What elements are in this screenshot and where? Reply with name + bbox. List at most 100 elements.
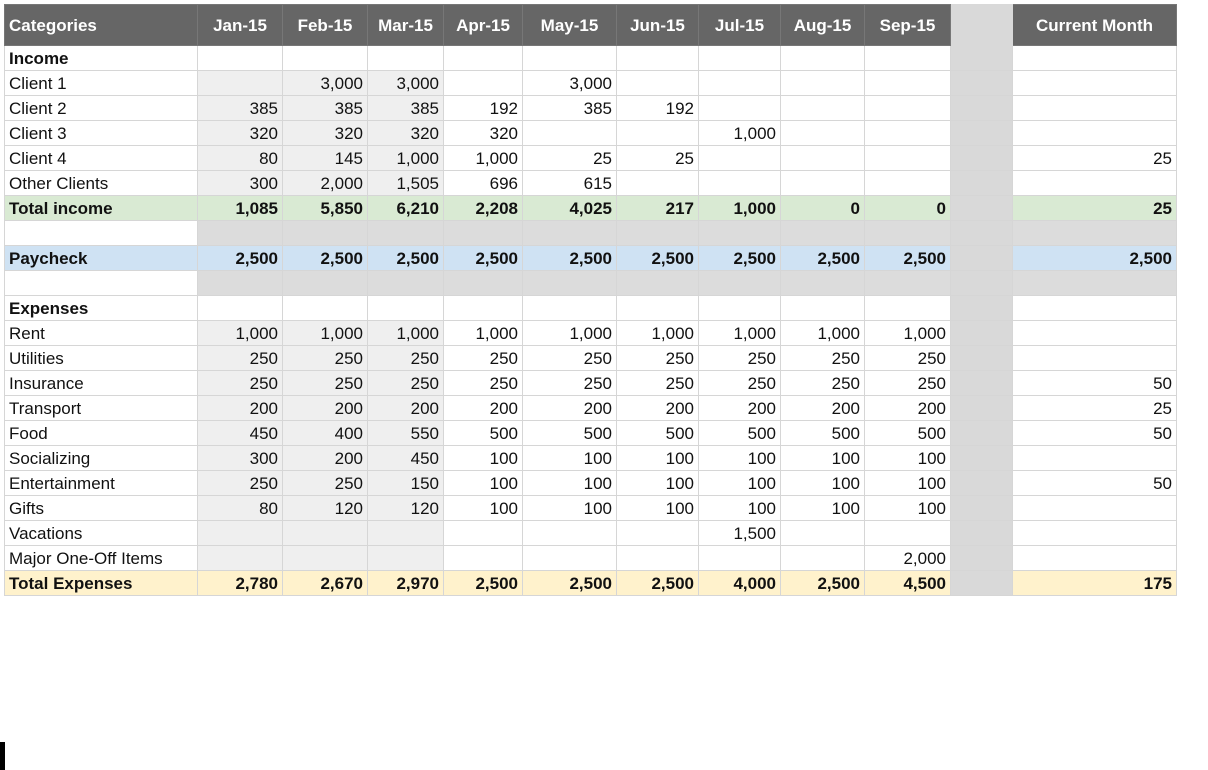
value-cell[interactable]: 385 bbox=[522, 95, 617, 121]
value-cell[interactable]: 100 bbox=[616, 445, 699, 471]
value-cell[interactable]: 250 bbox=[522, 370, 617, 396]
value-cell[interactable] bbox=[780, 95, 865, 121]
value-cell[interactable]: 200 bbox=[282, 395, 368, 421]
column-header-jun[interactable]: Jun-15 bbox=[616, 4, 699, 46]
value-cell[interactable] bbox=[197, 70, 283, 96]
value-cell[interactable] bbox=[522, 120, 617, 146]
column-header-jul[interactable]: Jul-15 bbox=[698, 4, 781, 46]
value-cell[interactable] bbox=[698, 95, 781, 121]
value-cell[interactable] bbox=[616, 295, 699, 321]
column-header-aug[interactable]: Aug-15 bbox=[780, 4, 865, 46]
value-cell[interactable] bbox=[616, 545, 699, 571]
current-month-cell[interactable] bbox=[1012, 520, 1177, 546]
value-cell[interactable] bbox=[780, 45, 865, 71]
value-cell[interactable] bbox=[522, 520, 617, 546]
value-cell[interactable] bbox=[616, 45, 699, 71]
value-cell[interactable] bbox=[443, 220, 523, 246]
value-cell[interactable]: 250 bbox=[698, 345, 781, 371]
value-cell[interactable]: 2,500 bbox=[698, 245, 781, 271]
value-cell[interactable] bbox=[522, 545, 617, 571]
row-label-cell[interactable]: Client 3 bbox=[4, 120, 198, 146]
value-cell[interactable] bbox=[443, 45, 523, 71]
value-cell[interactable]: 500 bbox=[443, 420, 523, 446]
value-cell[interactable]: 300 bbox=[197, 445, 283, 471]
value-cell[interactable]: 320 bbox=[443, 120, 523, 146]
row-label-cell[interactable]: Insurance bbox=[4, 370, 198, 396]
value-cell[interactable]: 100 bbox=[698, 445, 781, 471]
value-cell[interactable]: 5,850 bbox=[282, 195, 368, 221]
value-cell[interactable] bbox=[864, 120, 951, 146]
value-cell[interactable]: 1,000 bbox=[698, 120, 781, 146]
value-cell[interactable]: 100 bbox=[698, 495, 781, 521]
row-label-cell[interactable]: Expenses bbox=[4, 295, 198, 321]
value-cell[interactable]: 385 bbox=[282, 95, 368, 121]
value-cell[interactable] bbox=[282, 295, 368, 321]
value-cell[interactable]: 696 bbox=[443, 170, 523, 196]
current-month-cell[interactable]: 50 bbox=[1012, 370, 1177, 396]
value-cell[interactable]: 0 bbox=[864, 195, 951, 221]
value-cell[interactable]: 100 bbox=[698, 470, 781, 496]
current-month-cell[interactable] bbox=[1012, 120, 1177, 146]
value-cell[interactable]: 250 bbox=[282, 470, 368, 496]
value-cell[interactable] bbox=[367, 545, 444, 571]
value-cell[interactable]: 3,000 bbox=[367, 70, 444, 96]
row-label-cell[interactable]: Vacations bbox=[4, 520, 198, 546]
value-cell[interactable] bbox=[616, 270, 699, 296]
value-cell[interactable] bbox=[864, 220, 951, 246]
value-cell[interactable]: 120 bbox=[367, 495, 444, 521]
row-label-cell[interactable] bbox=[4, 270, 198, 296]
value-cell[interactable] bbox=[443, 545, 523, 571]
row-label-cell[interactable]: Client 2 bbox=[4, 95, 198, 121]
value-cell[interactable]: 2,670 bbox=[282, 570, 368, 596]
value-cell[interactable] bbox=[443, 520, 523, 546]
value-cell[interactable] bbox=[698, 170, 781, 196]
current-month-cell[interactable] bbox=[1012, 545, 1177, 571]
value-cell[interactable] bbox=[780, 70, 865, 96]
value-cell[interactable]: 250 bbox=[443, 370, 523, 396]
value-cell[interactable]: 250 bbox=[197, 470, 283, 496]
column-header-current-month[interactable]: Current Month bbox=[1012, 4, 1177, 46]
value-cell[interactable] bbox=[197, 45, 283, 71]
value-cell[interactable]: 100 bbox=[864, 445, 951, 471]
value-cell[interactable]: 100 bbox=[780, 495, 865, 521]
value-cell[interactable]: 500 bbox=[698, 420, 781, 446]
value-cell[interactable]: 1,000 bbox=[864, 320, 951, 346]
value-cell[interactable]: 4,000 bbox=[698, 570, 781, 596]
value-cell[interactable] bbox=[367, 520, 444, 546]
value-cell[interactable] bbox=[780, 545, 865, 571]
value-cell[interactable] bbox=[197, 270, 283, 296]
value-cell[interactable]: 25 bbox=[616, 145, 699, 171]
value-cell[interactable]: 385 bbox=[367, 95, 444, 121]
value-cell[interactable]: 192 bbox=[443, 95, 523, 121]
value-cell[interactable]: 1,000 bbox=[780, 320, 865, 346]
column-header-mar[interactable]: Mar-15 bbox=[367, 4, 444, 46]
value-cell[interactable]: 192 bbox=[616, 95, 699, 121]
value-cell[interactable]: 150 bbox=[367, 470, 444, 496]
current-month-cell[interactable] bbox=[1012, 270, 1177, 296]
current-month-cell[interactable] bbox=[1012, 220, 1177, 246]
value-cell[interactable] bbox=[197, 220, 283, 246]
value-cell[interactable]: 2,500 bbox=[197, 245, 283, 271]
value-cell[interactable] bbox=[698, 45, 781, 71]
value-cell[interactable]: 100 bbox=[780, 445, 865, 471]
value-cell[interactable]: 1,000 bbox=[367, 320, 444, 346]
value-cell[interactable] bbox=[780, 220, 865, 246]
row-label-cell[interactable]: Paycheck bbox=[4, 245, 198, 271]
value-cell[interactable]: 120 bbox=[282, 495, 368, 521]
value-cell[interactable] bbox=[616, 70, 699, 96]
value-cell[interactable] bbox=[864, 45, 951, 71]
value-cell[interactable]: 500 bbox=[522, 420, 617, 446]
current-month-cell[interactable]: 175 bbox=[1012, 570, 1177, 596]
column-header-sep[interactable]: Sep-15 bbox=[864, 4, 951, 46]
row-label-cell[interactable]: Total income bbox=[4, 195, 198, 221]
value-cell[interactable]: 320 bbox=[367, 120, 444, 146]
current-month-cell[interactable] bbox=[1012, 495, 1177, 521]
value-cell[interactable]: 200 bbox=[780, 395, 865, 421]
row-label-cell[interactable]: Income bbox=[4, 45, 198, 71]
value-cell[interactable]: 200 bbox=[522, 395, 617, 421]
value-cell[interactable]: 100 bbox=[616, 495, 699, 521]
current-month-cell[interactable] bbox=[1012, 45, 1177, 71]
value-cell[interactable] bbox=[443, 70, 523, 96]
value-cell[interactable]: 100 bbox=[864, 495, 951, 521]
value-cell[interactable]: 200 bbox=[282, 445, 368, 471]
